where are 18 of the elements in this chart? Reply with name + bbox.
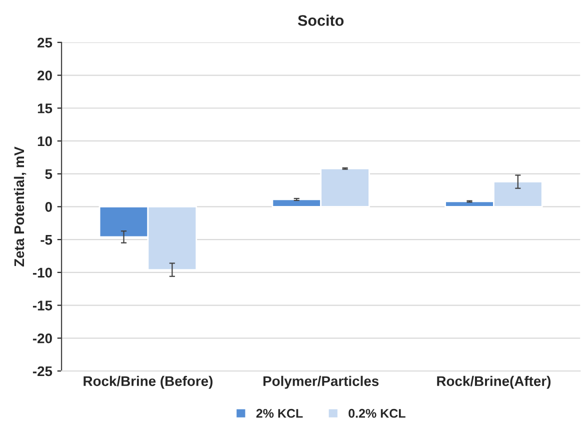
y-tick-label: 20	[38, 70, 52, 80]
y-tick-label: 10	[38, 136, 52, 146]
y-tick-label: 5	[45, 169, 52, 180]
y-tick-label: -15	[32, 300, 52, 310]
y-tick-label: 0	[45, 202, 52, 212]
x-tick-label: Polymer/Particles	[263, 376, 379, 389]
y-tick-label: -5	[40, 235, 52, 245]
y-axis-title: Zeta Potential, mV	[14, 146, 26, 266]
x-tick-label: Rock/Brine(After)	[437, 376, 551, 389]
y-tick-label: -25	[32, 366, 52, 376]
legend-label: 0.2% KCL	[348, 408, 406, 418]
legend-label: 2% KCL	[256, 408, 303, 418]
chart-title: Socito	[298, 14, 344, 26]
y-tick-label: -10	[32, 268, 52, 278]
x-tick-label: Rock/Brine (Before)	[84, 376, 212, 389]
y-tick-label: 15	[38, 104, 52, 114]
y-tick-label: -20	[32, 333, 52, 344]
y-tick-label: 25	[38, 38, 52, 48]
